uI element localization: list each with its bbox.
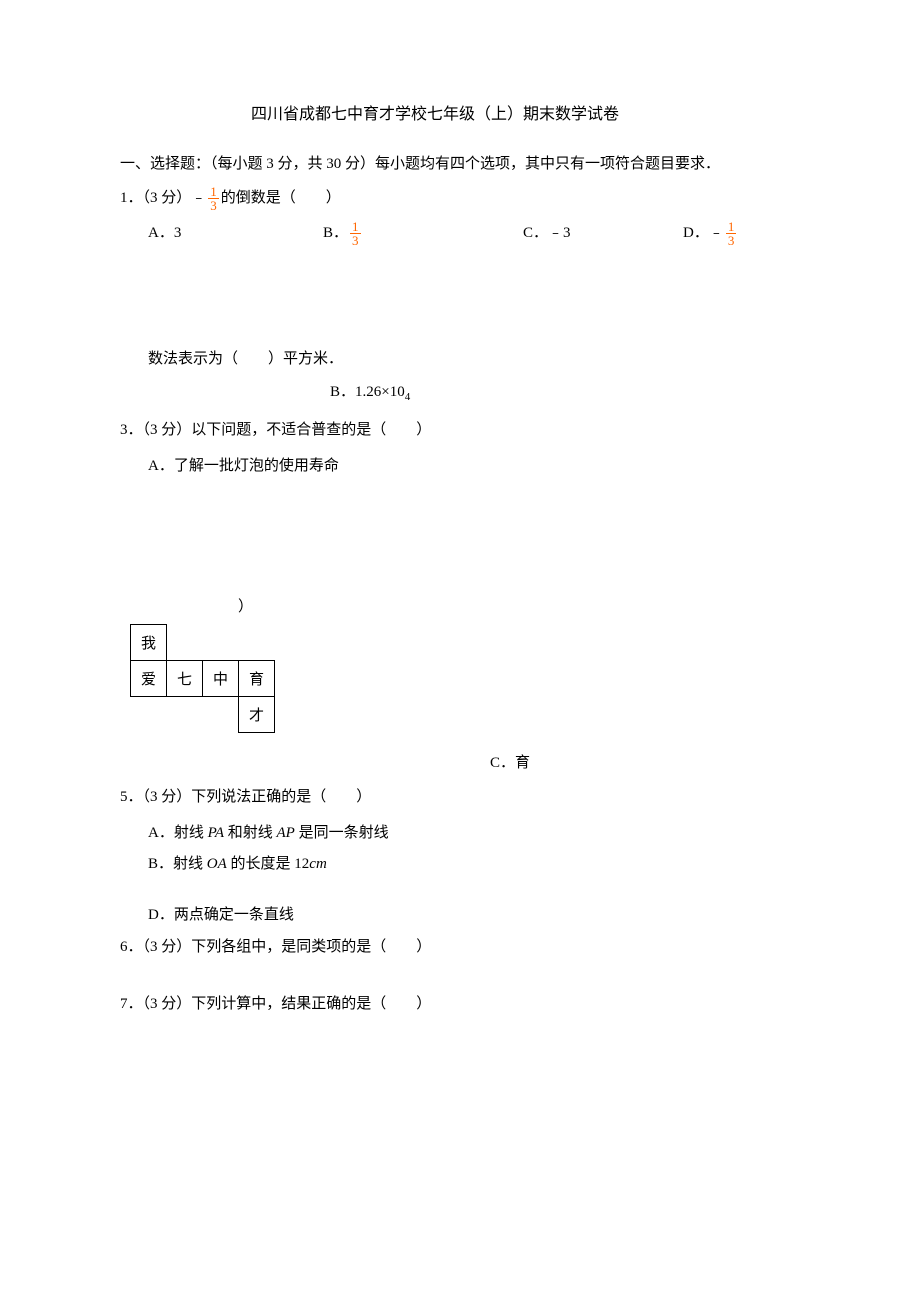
q1-option-c: C．﹣3	[523, 220, 683, 247]
q1-optB-num: 1	[350, 220, 361, 234]
q1-optD-den: 3	[726, 234, 737, 247]
net-cell-r2c1: 爱	[131, 661, 167, 697]
q1-prefix: 1．（3 分）	[120, 185, 191, 212]
q2-optB-sub: 4	[405, 391, 411, 403]
q1-optD-neg: ﹣	[709, 220, 724, 247]
q1-neg: ﹣	[191, 185, 206, 212]
q5-option-d: D．两点确定一条直线	[148, 903, 800, 924]
q1-optD-num: 1	[726, 220, 737, 234]
q1-frac-num: 1	[208, 185, 219, 199]
net-cell-r1c1: 我	[131, 625, 167, 661]
q1-fraction: 1 3	[208, 185, 219, 212]
q2-line: 数法表示为（ ）平方米．	[148, 347, 800, 368]
question-6: 6．（3 分）下列各组中，是同类项的是（ ）	[120, 934, 800, 961]
question-3: 3．（3 分）以下问题，不适合普查的是（ ）	[120, 417, 800, 444]
q3-option-a: A．了解一批灯泡的使用寿命	[148, 454, 800, 475]
q5-option-b: B．射线 OA 的长度是 12cm	[148, 852, 800, 873]
question-5: 5．（3 分）下列说法正确的是（ ）	[120, 784, 800, 811]
q1-option-d: D． ﹣ 1 3	[683, 220, 738, 247]
q1-text-after: 的倒数是（ ）	[221, 185, 341, 212]
net-cell-r3c4: 才	[239, 697, 275, 733]
cube-net-diagram: 我 爱 七 中 育 才	[130, 624, 800, 733]
q1-frac-den: 3	[208, 199, 219, 212]
net-cell-r2c2: 七	[167, 661, 203, 697]
question-1: 1．（3 分） ﹣ 1 3 的倒数是（ ） A．3 B． 1 3 C．﹣3 D．…	[120, 185, 800, 247]
q1-optD-label: D．	[683, 220, 709, 247]
net-cell-r2c4: 育	[239, 661, 275, 697]
net-cell-r2c3: 中	[203, 661, 239, 697]
q1-option-a: A．3	[148, 220, 323, 247]
exam-title: 四川省成都七中育才学校七年级（上）期末数学试卷	[70, 100, 800, 124]
q4-option-c: C．育	[490, 751, 800, 772]
q1-optB-label: B．	[323, 220, 348, 247]
q1-optD-fraction: 1 3	[726, 220, 737, 247]
q1-optB-den: 3	[350, 234, 361, 247]
question-7: 7．（3 分）下列计算中，结果正确的是（ ）	[120, 991, 800, 1018]
q4-paren: ）	[238, 595, 800, 616]
q1-optB-fraction: 1 3	[350, 220, 361, 247]
q2-option-b: B．1.26×104	[330, 380, 800, 403]
section-1-header: 一、选择题：（每小题 3 分，共 30 分）每小题均有四个选项，其中只有一项符合…	[120, 152, 800, 173]
q2-optB-text: B．1.26×10	[330, 384, 405, 400]
q5-option-a: A．射线 PA 和射线 AP 是同一条射线	[148, 821, 800, 842]
q1-option-b: B． 1 3	[323, 220, 523, 247]
